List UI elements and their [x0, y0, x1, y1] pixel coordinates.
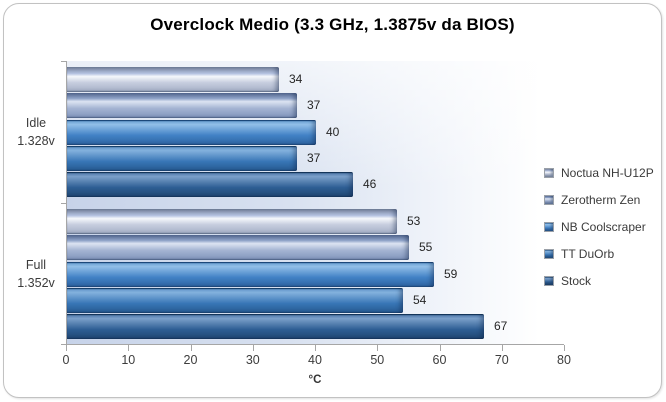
bar-value-label: 46 [363, 177, 377, 192]
category-label: Idle 1.328v [17, 116, 55, 148]
plot-area: 34 37 40 37 46 53 55 59 54 67 [61, 61, 564, 345]
bar [67, 287, 403, 313]
bar-value-label: 59 [444, 266, 458, 281]
bar [67, 208, 397, 234]
x-axis-tick [128, 345, 130, 351]
x-axis-tick-label: 70 [494, 353, 509, 367]
bar-value-label: 55 [419, 240, 433, 255]
bar [67, 314, 484, 340]
x-axis-title: °C [308, 374, 322, 386]
x-axis-tick [315, 345, 316, 351]
legend-label: Noctua NH-U12P [561, 165, 654, 180]
legend-label: Stock [561, 273, 592, 288]
x-axis-tick-label: 10 [121, 353, 136, 367]
legend-label: Zerotherm Zen [561, 192, 641, 207]
bar-value-label: 53 [407, 213, 421, 228]
bar [67, 145, 297, 171]
legend-swatch [544, 248, 554, 259]
legend-swatch [544, 194, 554, 205]
bar-value-label: 54 [413, 292, 427, 307]
x-axis-tick-label: 60 [432, 353, 447, 367]
bar [67, 119, 316, 145]
legend-label: TT DuOrb [561, 246, 615, 261]
bar [67, 235, 409, 261]
legend-swatch [544, 275, 554, 286]
x-axis-tick [377, 345, 379, 351]
chart-title: Overclock Medio (3.3 GHz, 1.3875v da BIO… [150, 15, 515, 34]
bar-value-label: 67 [494, 319, 508, 334]
x-axis-tick [190, 345, 192, 351]
y-axis-tick [61, 203, 66, 204]
x-axis-tick [501, 345, 503, 351]
chart-card: Overclock Medio (3.3 GHz, 1.3875v da BIO… [3, 3, 662, 398]
legend-item: Noctua NH-U12P [544, 159, 664, 186]
x-axis-tick-label: 0 [62, 353, 70, 367]
bar-value-label: 37 [307, 150, 321, 165]
bar-value-label: 40 [326, 124, 340, 139]
x-axis-tick-label: 30 [245, 353, 260, 367]
x-axis-tick-label: 40 [308, 353, 322, 367]
bar [67, 261, 434, 287]
y-axis-tick [61, 344, 66, 345]
x-axis-tick-label: 80 [557, 353, 571, 367]
x-axis-tick-label: 50 [370, 353, 385, 367]
category-label: Full 1.352v [17, 258, 55, 290]
y-axis-tick [61, 61, 66, 62]
bar [67, 66, 279, 92]
x-axis-tick-label: 20 [183, 353, 198, 367]
bar [67, 93, 297, 119]
legend-swatch [544, 221, 554, 232]
bar-value-label: 34 [289, 71, 303, 86]
legend: Noctua NH-U12P Zerotherm Zen NB Coolscrape… [544, 159, 664, 294]
legend-label: NB Coolscraper [561, 219, 646, 234]
x-axis-tick [439, 345, 441, 351]
legend-item: TT DuOrb [544, 240, 664, 267]
bar-value-label: 37 [307, 98, 321, 113]
bar [67, 172, 353, 198]
x-axis-tick [252, 345, 254, 351]
x-axis-tick [66, 345, 67, 351]
legend-item: NB Coolscraper [544, 213, 664, 240]
legend-item: Stock [544, 267, 664, 294]
legend-item: Zerotherm Zen [544, 186, 664, 213]
legend-swatch [544, 167, 554, 178]
x-axis-tick [564, 345, 565, 351]
